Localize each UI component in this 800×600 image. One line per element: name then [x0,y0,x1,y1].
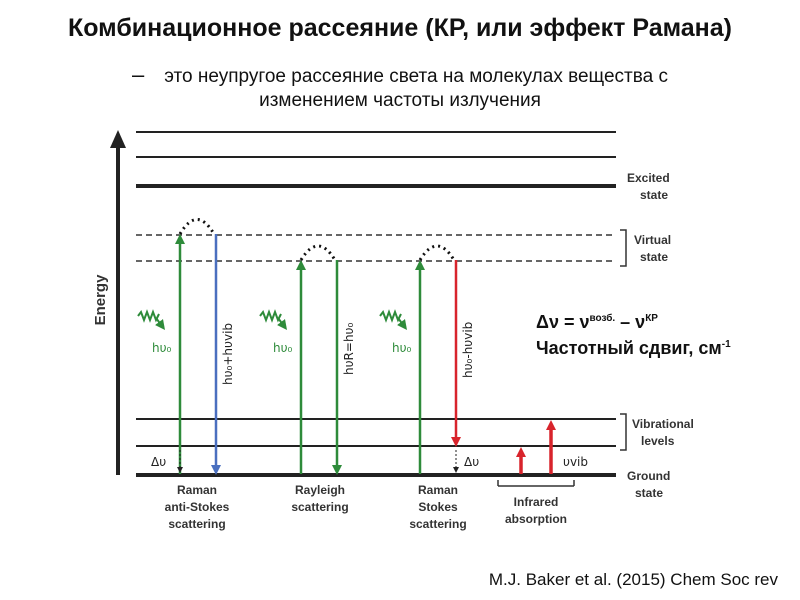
rayleigh-label-2: scattering [291,500,348,514]
anti-stokes-dotted-arc [178,218,216,235]
subtitle-dash: – [132,62,145,87]
reference-citation: M.J. Baker et al. (2015) Chem Soc rev [488,570,778,589]
shift-unit-exponent: -1 [721,339,731,350]
virtual-bracket [620,229,627,267]
stokes-delta-label: Δυ [464,455,479,469]
infrared-label-2: absorption [505,512,567,526]
infrared-bracket [497,480,575,487]
equation-sup-excitation: возб. [589,313,616,324]
vibrational-label-2: levels [641,434,675,448]
page-title: Комбинационное рассеяние (КР, или эффект… [67,14,733,42]
infrared-vib-label: υvib [563,455,588,469]
rayleigh-photon-arrow [277,317,287,330]
anti-stokes-label-3: scattering [168,517,225,531]
frequency-shift-caption: Частотный сдвиг, см-1 [536,338,731,359]
excited-state-label-1: Excited [627,171,670,185]
energy-axis-arrowhead [110,130,126,148]
subtitle-line-2: изменением частоты излучения [259,90,541,111]
equation-sup-raman: КР [645,313,658,324]
anti-stokes-out-label: hυ₀+hυvib [221,323,235,385]
stokes-incident-label: hυ₀ [392,341,412,355]
virtual-state-label-1: Virtual [634,233,671,247]
subtitle-text-1: это неупругое рассеяние света на молекул… [164,66,668,87]
subtitle-line-1: – это неупругое рассеяние света на молеку… [0,62,800,88]
shift-text: Частотный сдвиг, см [536,338,722,358]
stokes-dotted-arc [418,244,456,261]
excited-state-label-2: state [640,188,668,202]
stokes-label-2: Stokes [418,500,458,514]
anti-stokes-photon-arrow [155,317,165,330]
stokes-label-3: scattering [409,517,466,531]
ground-state-label-1: Ground [627,469,670,483]
rayleigh-dotted-arc [299,244,337,261]
infrared-label-1: Infrared [514,495,559,509]
virtual-state-label-2: state [640,250,668,264]
anti-stokes-delta-label: Δυ [151,455,166,469]
rayleigh-out-label: hυR=hυ₀ [342,323,356,375]
rayleigh-label-1: Rayleigh [295,483,345,497]
anti-stokes-incident-label: hυ₀ [152,341,172,355]
vibrational-bracket [620,413,627,451]
frequency-shift-equation: Δν = νвозб. – νКР [536,312,658,333]
equation-lhs: Δν = ν [536,312,590,332]
energy-label: Energy [92,274,109,326]
vibrational-label-1: Vibrational [632,417,694,431]
equation-mid: – ν [615,312,646,332]
ground-state-label-2: state [635,486,663,500]
anti-stokes-label-2: anti-Stokes [165,500,230,514]
stokes-photon-arrow [397,317,407,330]
stokes-label-1: Raman [418,483,458,497]
anti-stokes-label-1: Raman [177,483,217,497]
rayleigh-incident-label: hυ₀ [273,341,293,355]
stokes-out-label: hυ₀-hυvib [461,322,475,378]
